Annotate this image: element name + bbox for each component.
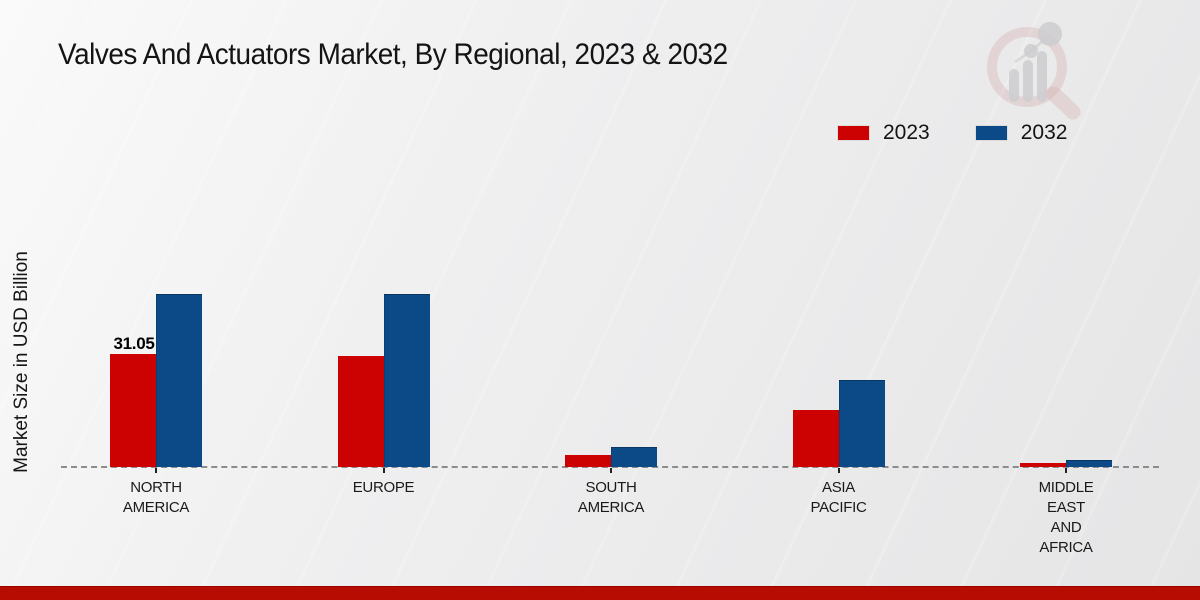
x-axis-tick	[1065, 468, 1067, 473]
x-axis-tick	[155, 468, 157, 473]
x-axis-baseline	[61, 466, 1159, 468]
legend-label: 2032	[1020, 121, 1068, 144]
chart-title: Valves And Actuators Market, By Regional…	[58, 38, 728, 71]
x-axis-tick	[837, 468, 840, 473]
x-axis-label-middle-east-and-africa: MIDDLE EAST AND AFRICA	[1038, 479, 1094, 556]
x-axis-label-europe: EUROPE	[352, 479, 415, 496]
legend-label: 2023	[883, 121, 930, 144]
bar-2032-asia-pacific	[838, 379, 885, 467]
x-axis-label-asia-pacific: ASIA PACIFIC	[810, 479, 867, 516]
bar-2032-north-america	[156, 294, 202, 467]
bar-2032-europe	[383, 294, 430, 467]
x-axis-tick	[382, 468, 385, 473]
bar-2023-south-america	[565, 454, 611, 467]
x-axis-tick	[610, 468, 612, 473]
legend-swatch-2023	[838, 126, 869, 140]
bar-2032-south-america	[611, 446, 657, 467]
x-axis-label-north-america: NORTH AMERICA	[122, 479, 190, 516]
bar-2023-europe	[337, 355, 384, 467]
bar-2023-middle-east-and-africa	[1020, 462, 1066, 467]
legend-item-2023: 2023	[838, 121, 930, 145]
bar-value-label: 31.05	[113, 334, 155, 353]
legend-swatch-2032	[975, 126, 1007, 140]
x-axis-label-south-america: SOUTH AMERICA	[577, 479, 645, 516]
bar-2032-middle-east-and-africa	[1066, 460, 1112, 467]
bar-2023-north-america	[110, 354, 156, 467]
watermark-magnifier-chart-logo-icon	[987, 22, 1081, 120]
footer-accent-bar	[0, 586, 1200, 600]
legend-item-2032: 2032	[975, 121, 1068, 145]
bar-2023-asia-pacific	[792, 409, 839, 467]
legend: 2023 2032	[838, 121, 1067, 145]
